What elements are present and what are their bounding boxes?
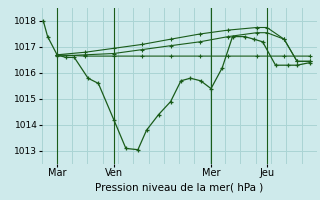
X-axis label: Pression niveau de la mer( hPa ): Pression niveau de la mer( hPa ) bbox=[95, 182, 263, 192]
